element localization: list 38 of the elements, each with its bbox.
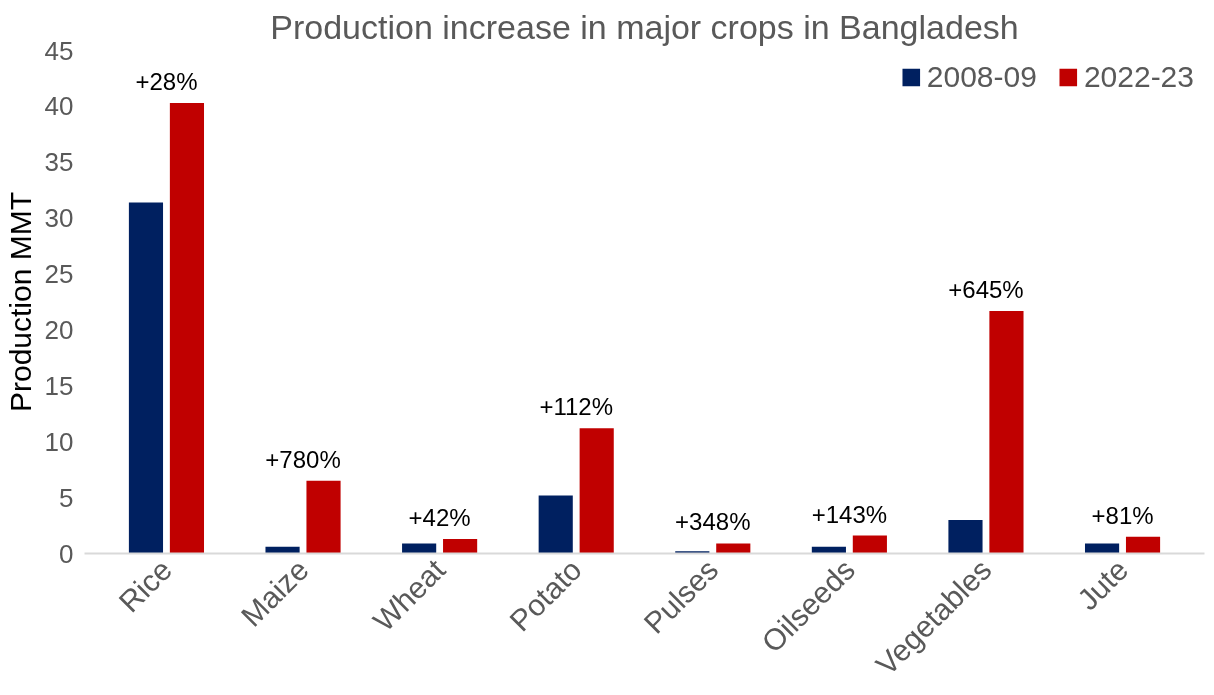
y-tick-label: 45 bbox=[44, 35, 74, 66]
y-tick-label: 0 bbox=[59, 538, 74, 569]
y-tick-label: 35 bbox=[44, 147, 74, 178]
y-tick-label: 5 bbox=[59, 482, 74, 513]
annotation: +81% bbox=[1091, 501, 1154, 529]
legend-label: 2022-23 bbox=[1083, 60, 1194, 94]
annotation: +42% bbox=[408, 503, 471, 531]
y-tick-label: 25 bbox=[44, 259, 74, 290]
y-tick-label: 40 bbox=[44, 91, 74, 122]
annotation: +645% bbox=[948, 275, 1024, 303]
bar bbox=[169, 103, 205, 554]
bar bbox=[1125, 536, 1161, 554]
y-tick-label: 30 bbox=[44, 203, 74, 234]
x-tick-label: Rice bbox=[112, 552, 179, 619]
annotation: +348% bbox=[675, 508, 751, 536]
bar bbox=[306, 480, 341, 554]
y-tick-label: 15 bbox=[44, 370, 74, 401]
bar bbox=[538, 495, 573, 554]
chart-title: Production increase in major crops in Bangladesh bbox=[270, 7, 1019, 46]
x-tick-label: Jute bbox=[1070, 552, 1135, 617]
y-tick-label: 20 bbox=[44, 314, 74, 345]
annotation: +28% bbox=[135, 68, 198, 96]
bar bbox=[852, 535, 887, 554]
bar bbox=[1084, 543, 1120, 554]
legend-label: 2008-09 bbox=[926, 60, 1037, 94]
annotation: +112% bbox=[539, 393, 614, 421]
bar bbox=[716, 543, 751, 554]
y-tick-label: 10 bbox=[44, 426, 74, 457]
bar bbox=[948, 519, 983, 554]
bar bbox=[579, 428, 614, 554]
y-axis-title: Production MMT bbox=[3, 191, 37, 413]
bar bbox=[989, 310, 1024, 554]
bar bbox=[402, 543, 437, 554]
bar bbox=[443, 538, 478, 554]
bar bbox=[265, 546, 300, 554]
annotation: +780% bbox=[265, 445, 341, 473]
annotation: +143% bbox=[811, 500, 888, 528]
bar bbox=[128, 202, 164, 554]
